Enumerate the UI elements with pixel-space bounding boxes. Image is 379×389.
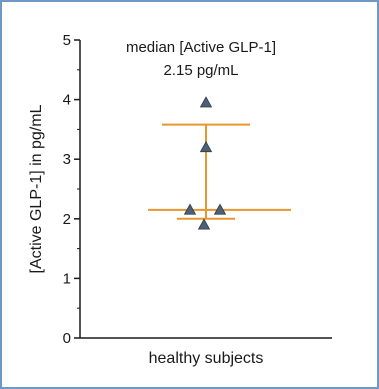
- data-point-1: [199, 140, 213, 153]
- y-tick-label-3: 3: [63, 151, 71, 168]
- median-annotation-line2: 2.15 pg/mL: [163, 62, 238, 79]
- y-tick-label-0: 0: [63, 330, 71, 347]
- data-point-4: [197, 218, 211, 230]
- y-axis-label: [Active GLP-1] in pg/mL: [28, 104, 45, 273]
- data-point-2: [183, 203, 197, 215]
- data-point-0: [199, 96, 213, 108]
- data-points: [183, 96, 227, 230]
- x-category-label: healthy subjects: [149, 350, 264, 367]
- y-ticks: 0 1 2 3 4 5: [63, 32, 80, 347]
- y-tick-label-2: 2: [63, 211, 71, 228]
- y-tick-label-4: 4: [63, 92, 71, 109]
- y-tick-label-1: 1: [63, 270, 71, 287]
- y-tick-label-5: 5: [63, 32, 71, 49]
- median-annotation-line1: median [Active GLP-1]: [126, 39, 276, 56]
- data-point-3: [213, 203, 227, 215]
